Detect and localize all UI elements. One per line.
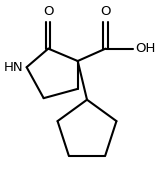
Text: OH: OH [135,42,155,55]
Text: O: O [100,5,111,18]
Text: O: O [43,5,54,18]
Text: HN: HN [4,61,23,74]
